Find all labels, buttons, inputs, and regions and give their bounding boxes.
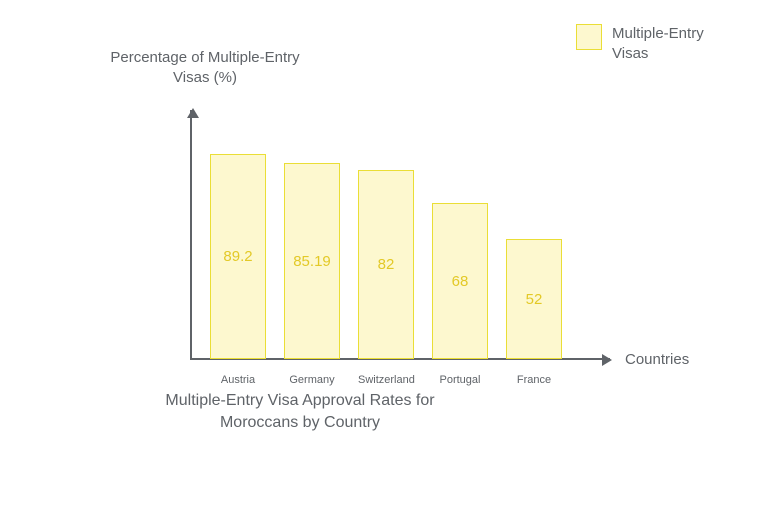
bar-value-label: 82 xyxy=(378,256,395,273)
bar: 68 xyxy=(432,203,488,359)
x-tick-label: France xyxy=(506,374,562,386)
x-axis-title: Countries xyxy=(625,351,689,368)
y-axis-title: Percentage of Multiple-Entry Visas (%) xyxy=(110,48,300,87)
bar: 85.19 xyxy=(284,163,340,359)
bar: 52 xyxy=(506,239,562,359)
x-axis-arrow-icon xyxy=(602,354,612,366)
x-tick-label: Germany xyxy=(284,374,340,386)
bar-value-label: 52 xyxy=(526,291,543,308)
x-tick-label: Switzerland xyxy=(358,374,414,386)
bar-value-label: 89.2 xyxy=(223,248,252,265)
bars-group: 89.2 85.19 82 68 52 xyxy=(210,129,590,359)
bar-value-label: 68 xyxy=(452,273,469,290)
x-tick-label: Austria xyxy=(210,374,266,386)
x-tick-labels: Austria Germany Switzerland Portugal France xyxy=(210,374,590,386)
y-axis xyxy=(190,110,192,360)
x-tick-label: Portugal xyxy=(432,374,488,386)
legend: Multiple-Entry Visas xyxy=(576,24,732,63)
bar: 82 xyxy=(358,170,414,359)
bar-value-label: 85.19 xyxy=(293,253,331,270)
y-axis-arrow-icon xyxy=(187,108,199,118)
plot-area: 89.285.19826852 AustriaGermanySwitzerlan… xyxy=(190,110,610,360)
legend-swatch xyxy=(576,24,602,50)
legend-label: Multiple-Entry Visas xyxy=(612,24,732,63)
bar: 89.2 xyxy=(210,154,266,359)
chart-caption: Multiple-Entry Visa Approval Rates for M… xyxy=(150,390,450,433)
